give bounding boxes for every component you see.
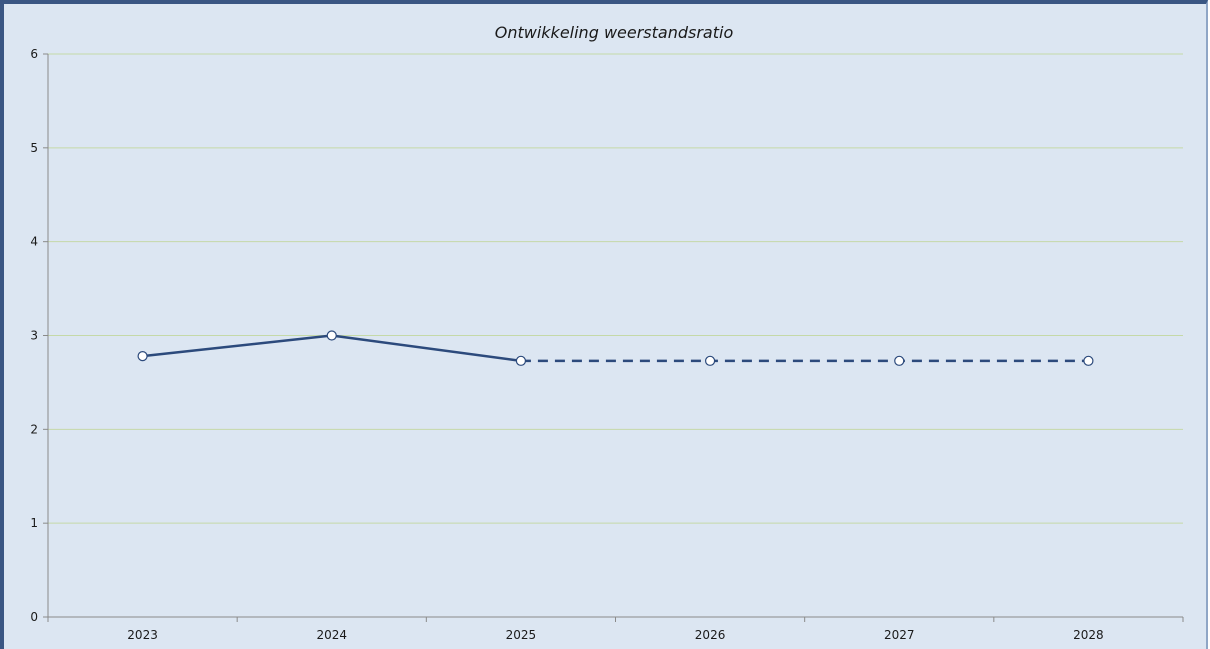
- data-points: [137, 330, 1094, 366]
- gridlines: [48, 53, 1183, 524]
- chart-title: Ontwikkeling weerstandsratio: [495, 23, 734, 42]
- data-point-2026: [704, 355, 716, 366]
- data-point-2024: [326, 330, 337, 341]
- axes: [43, 53, 1184, 622]
- x-tick-label-2023: 2023: [127, 628, 158, 642]
- x-tick-label-2027: 2027: [884, 628, 915, 642]
- data-point-2027: [894, 355, 905, 366]
- x-tick-label-2025: 2025: [506, 628, 537, 642]
- data-point-2025: [515, 355, 527, 366]
- y-tick-labels: 0 1 2 3 4 5 6: [30, 47, 38, 624]
- y-tick-label-2: 2: [30, 422, 38, 436]
- y-tick-label-6: 6: [30, 47, 38, 61]
- x-tick-label-2024: 2024: [316, 628, 347, 642]
- x-tick-labels: 2023 2024 2025 2026 2027 2028: [127, 628, 1103, 642]
- x-tick-label-2026: 2026: [695, 628, 726, 642]
- x-tick-label-2028: 2028: [1073, 628, 1104, 642]
- data-point-2023: [137, 351, 148, 362]
- y-tick-label-5: 5: [30, 141, 38, 155]
- y-tick-label-3: 3: [30, 329, 38, 343]
- y-tick-label-1: 1: [30, 516, 38, 530]
- y-tick-label-4: 4: [30, 235, 38, 249]
- series-lines: [142, 334, 1089, 363]
- data-point-2028: [1083, 355, 1094, 366]
- y-tick-label-0: 0: [30, 610, 38, 624]
